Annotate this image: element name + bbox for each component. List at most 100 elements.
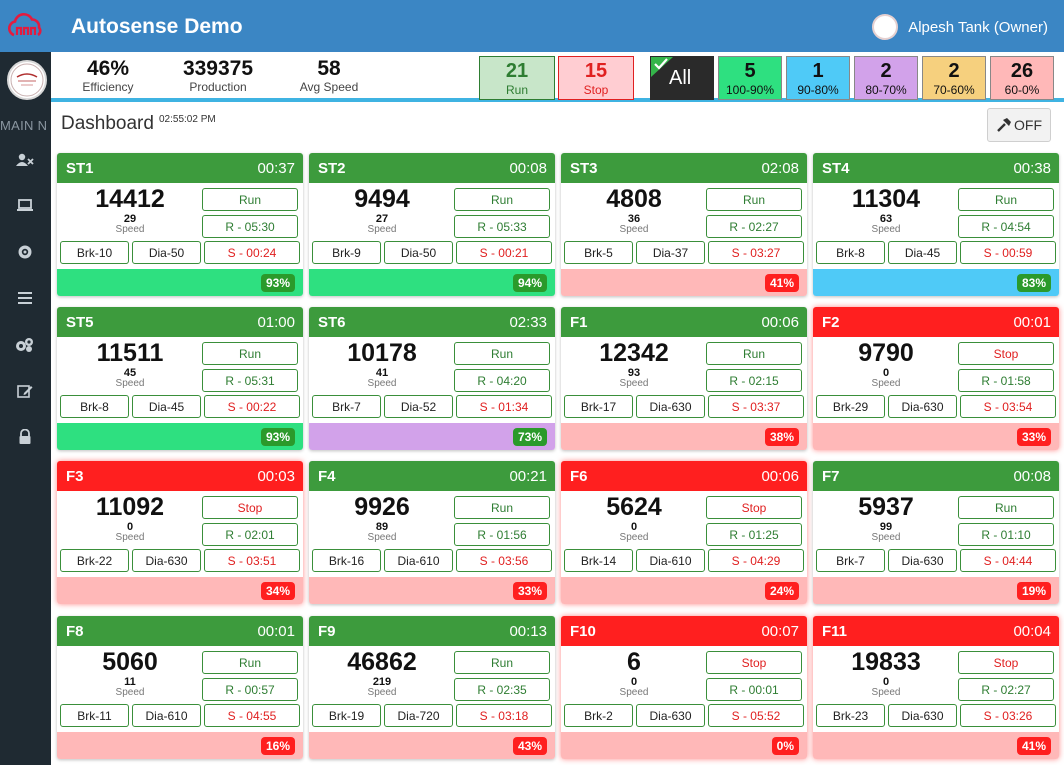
run-time-button[interactable]: R - 02:01 xyxy=(202,523,298,546)
diameter-button[interactable]: Dia-630 xyxy=(888,395,957,418)
nav-gears-icon[interactable] xyxy=(15,335,35,355)
status-button[interactable]: Run xyxy=(454,188,550,211)
status-button[interactable]: Run xyxy=(706,188,802,211)
diameter-button[interactable]: Dia-720 xyxy=(384,704,453,727)
filter-range-90-80[interactable]: 1 90-80% xyxy=(786,56,850,100)
stop-time-button[interactable]: S - 01:34 xyxy=(456,395,552,418)
run-time-button[interactable]: R - 05:30 xyxy=(202,215,298,238)
run-time-button[interactable]: R - 01:56 xyxy=(454,523,550,546)
status-button[interactable]: Run xyxy=(706,342,802,365)
break-count-button[interactable]: Brk-17 xyxy=(564,395,633,418)
run-time-button[interactable]: R - 02:35 xyxy=(454,678,550,701)
status-button[interactable]: Run xyxy=(202,342,298,365)
machine-card[interactable]: F9 00:13 46862 219 Speed Run R - 02:35 Brk-19 Di… xyxy=(309,616,555,759)
nav-laptop-icon[interactable] xyxy=(15,195,35,215)
break-count-button[interactable]: Brk-22 xyxy=(60,549,129,572)
run-time-button[interactable]: R - 01:10 xyxy=(958,523,1054,546)
filter-run[interactable]: 21 Run xyxy=(479,56,555,100)
stop-time-button[interactable]: S - 04:29 xyxy=(708,549,804,572)
diameter-button[interactable]: Dia-52 xyxy=(384,395,453,418)
machine-card[interactable]: F7 00:08 5937 99 Speed Run R - 01:10 Brk-7 Dia-6… xyxy=(813,461,1059,604)
nav-target-icon[interactable] xyxy=(15,242,35,262)
status-button[interactable]: Run xyxy=(958,496,1054,519)
run-time-button[interactable]: R - 02:27 xyxy=(706,215,802,238)
diameter-button[interactable]: Dia-610 xyxy=(384,549,453,572)
status-button[interactable]: Run xyxy=(454,342,550,365)
machine-card[interactable]: F6 00:06 5624 0 Speed Stop R - 01:25 Brk-14 Dia-… xyxy=(561,461,807,604)
diameter-button[interactable]: Dia-37 xyxy=(636,241,705,264)
run-time-button[interactable]: R - 05:33 xyxy=(454,215,550,238)
break-count-button[interactable]: Brk-23 xyxy=(816,704,885,727)
break-count-button[interactable]: Brk-14 xyxy=(564,549,633,572)
run-time-button[interactable]: R - 02:27 xyxy=(958,678,1054,701)
break-count-button[interactable]: Brk-7 xyxy=(816,549,885,572)
machine-card[interactable]: F11 00:04 19833 0 Speed Stop R - 02:27 Brk-23 Di… xyxy=(813,616,1059,759)
nav-edit-icon[interactable] xyxy=(15,381,35,401)
stop-time-button[interactable]: S - 04:55 xyxy=(204,704,300,727)
machine-card[interactable]: F8 00:01 5060 11 Speed Run R - 00:57 Brk-11 Dia-… xyxy=(57,616,303,759)
machine-card[interactable]: ST2 00:08 9494 27 Speed Run R - 05:33 Brk-9 Dia-… xyxy=(309,153,555,296)
break-count-button[interactable]: Brk-7 xyxy=(312,395,381,418)
status-button[interactable]: Stop xyxy=(958,342,1054,365)
stop-time-button[interactable]: S - 04:44 xyxy=(960,549,1056,572)
run-time-button[interactable]: R - 04:20 xyxy=(454,369,550,392)
stop-time-button[interactable]: S - 03:54 xyxy=(960,395,1056,418)
break-count-button[interactable]: Brk-9 xyxy=(312,241,381,264)
stop-time-button[interactable]: S - 03:18 xyxy=(456,704,552,727)
brand-logo[interactable] xyxy=(0,0,51,52)
stop-time-button[interactable]: S - 00:59 xyxy=(960,241,1056,264)
machine-card[interactable]: ST3 02:08 4808 36 Speed Run R - 02:27 Brk-5 Dia-… xyxy=(561,153,807,296)
diameter-button[interactable]: Dia-630 xyxy=(888,704,957,727)
filter-all[interactable]: All xyxy=(650,56,714,100)
nav-menu-icon[interactable] xyxy=(15,288,35,308)
break-count-button[interactable]: Brk-10 xyxy=(60,241,129,264)
filter-range-100-90[interactable]: 5 100-90% xyxy=(718,56,782,100)
filter-stop[interactable]: 15 Stop xyxy=(558,56,634,100)
stop-time-button[interactable]: S - 03:37 xyxy=(708,395,804,418)
status-button[interactable]: Run xyxy=(454,496,550,519)
diameter-button[interactable]: Dia-630 xyxy=(636,395,705,418)
filter-range-60-0[interactable]: 26 60-0% xyxy=(990,56,1054,100)
machine-card[interactable]: F3 00:03 11092 0 Speed Stop R - 02:01 Brk-22 Dia… xyxy=(57,461,303,604)
break-count-button[interactable]: Brk-5 xyxy=(564,241,633,264)
status-button[interactable]: Run xyxy=(958,188,1054,211)
stop-time-button[interactable]: S - 00:24 xyxy=(204,241,300,264)
status-button[interactable]: Stop xyxy=(958,651,1054,674)
stop-time-button[interactable]: S - 00:21 xyxy=(456,241,552,264)
machine-card[interactable]: ST6 02:33 10178 41 Speed Run R - 04:20 Brk-7 Dia… xyxy=(309,307,555,450)
diameter-button[interactable]: Dia-610 xyxy=(132,704,201,727)
break-count-button[interactable]: Brk-8 xyxy=(816,241,885,264)
run-time-button[interactable]: R - 01:25 xyxy=(706,523,802,546)
status-button[interactable]: Stop xyxy=(706,496,802,519)
machine-card[interactable]: F4 00:21 9926 89 Speed Run R - 01:56 Brk-16 Dia-… xyxy=(309,461,555,604)
stop-time-button[interactable]: S - 03:26 xyxy=(960,704,1056,727)
machine-card[interactable]: ST5 01:00 11511 45 Speed Run R - 05:31 Brk-8 Dia… xyxy=(57,307,303,450)
break-count-button[interactable]: Brk-8 xyxy=(60,395,129,418)
diameter-button[interactable]: Dia-45 xyxy=(132,395,201,418)
break-count-button[interactable]: Brk-16 xyxy=(312,549,381,572)
run-time-button[interactable]: R - 04:54 xyxy=(958,215,1054,238)
break-count-button[interactable]: Brk-11 xyxy=(60,704,129,727)
stop-time-button[interactable]: S - 05:52 xyxy=(708,704,804,727)
status-button[interactable]: Run xyxy=(454,651,550,674)
run-time-button[interactable]: R - 00:01 xyxy=(706,678,802,701)
run-time-button[interactable]: R - 05:31 xyxy=(202,369,298,392)
filter-range-80-70[interactable]: 2 80-70% xyxy=(854,56,918,100)
stop-time-button[interactable]: S - 03:56 xyxy=(456,549,552,572)
diameter-button[interactable]: Dia-610 xyxy=(636,549,705,572)
status-button[interactable]: Stop xyxy=(706,651,802,674)
diameter-button[interactable]: Dia-50 xyxy=(384,241,453,264)
status-button[interactable]: Stop xyxy=(202,496,298,519)
user-menu[interactable]: Alpesh Tank (Owner) xyxy=(872,14,1048,40)
machine-card[interactable]: F2 00:01 9790 0 Speed Stop R - 01:58 Brk-29 Dia-… xyxy=(813,307,1059,450)
stop-time-button[interactable]: S - 03:51 xyxy=(204,549,300,572)
filter-range-70-60[interactable]: 2 70-60% xyxy=(922,56,986,100)
company-avatar[interactable] xyxy=(7,60,47,100)
status-button[interactable]: Run xyxy=(202,651,298,674)
break-count-button[interactable]: Brk-19 xyxy=(312,704,381,727)
stop-time-button[interactable]: S - 03:27 xyxy=(708,241,804,264)
machine-card[interactable]: ST1 00:37 14412 29 Speed Run R - 05:30 Brk-10 Di… xyxy=(57,153,303,296)
diameter-button[interactable]: Dia-630 xyxy=(132,549,201,572)
status-button[interactable]: Run xyxy=(202,188,298,211)
diameter-button[interactable]: Dia-630 xyxy=(888,549,957,572)
